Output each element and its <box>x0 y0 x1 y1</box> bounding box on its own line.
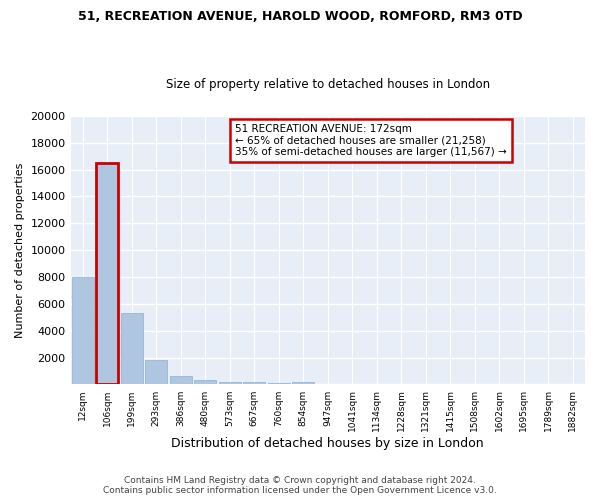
Bar <box>268 383 290 384</box>
Bar <box>121 314 143 384</box>
Text: 51 RECREATION AVENUE: 172sqm
← 65% of detached houses are smaller (21,258)
35% o: 51 RECREATION AVENUE: 172sqm ← 65% of de… <box>235 124 507 157</box>
Bar <box>292 382 314 384</box>
Bar <box>96 163 118 384</box>
Bar <box>72 277 94 384</box>
Y-axis label: Number of detached properties: Number of detached properties <box>15 162 25 338</box>
Text: 51, RECREATION AVENUE, HAROLD WOOD, ROMFORD, RM3 0TD: 51, RECREATION AVENUE, HAROLD WOOD, ROMF… <box>77 10 523 23</box>
Bar <box>243 382 265 384</box>
Bar <box>145 360 167 384</box>
Bar <box>194 380 217 384</box>
Bar <box>170 376 192 384</box>
Bar <box>219 382 241 384</box>
Text: Contains HM Land Registry data © Crown copyright and database right 2024.
Contai: Contains HM Land Registry data © Crown c… <box>103 476 497 495</box>
Title: Size of property relative to detached houses in London: Size of property relative to detached ho… <box>166 78 490 91</box>
X-axis label: Distribution of detached houses by size in London: Distribution of detached houses by size … <box>172 437 484 450</box>
